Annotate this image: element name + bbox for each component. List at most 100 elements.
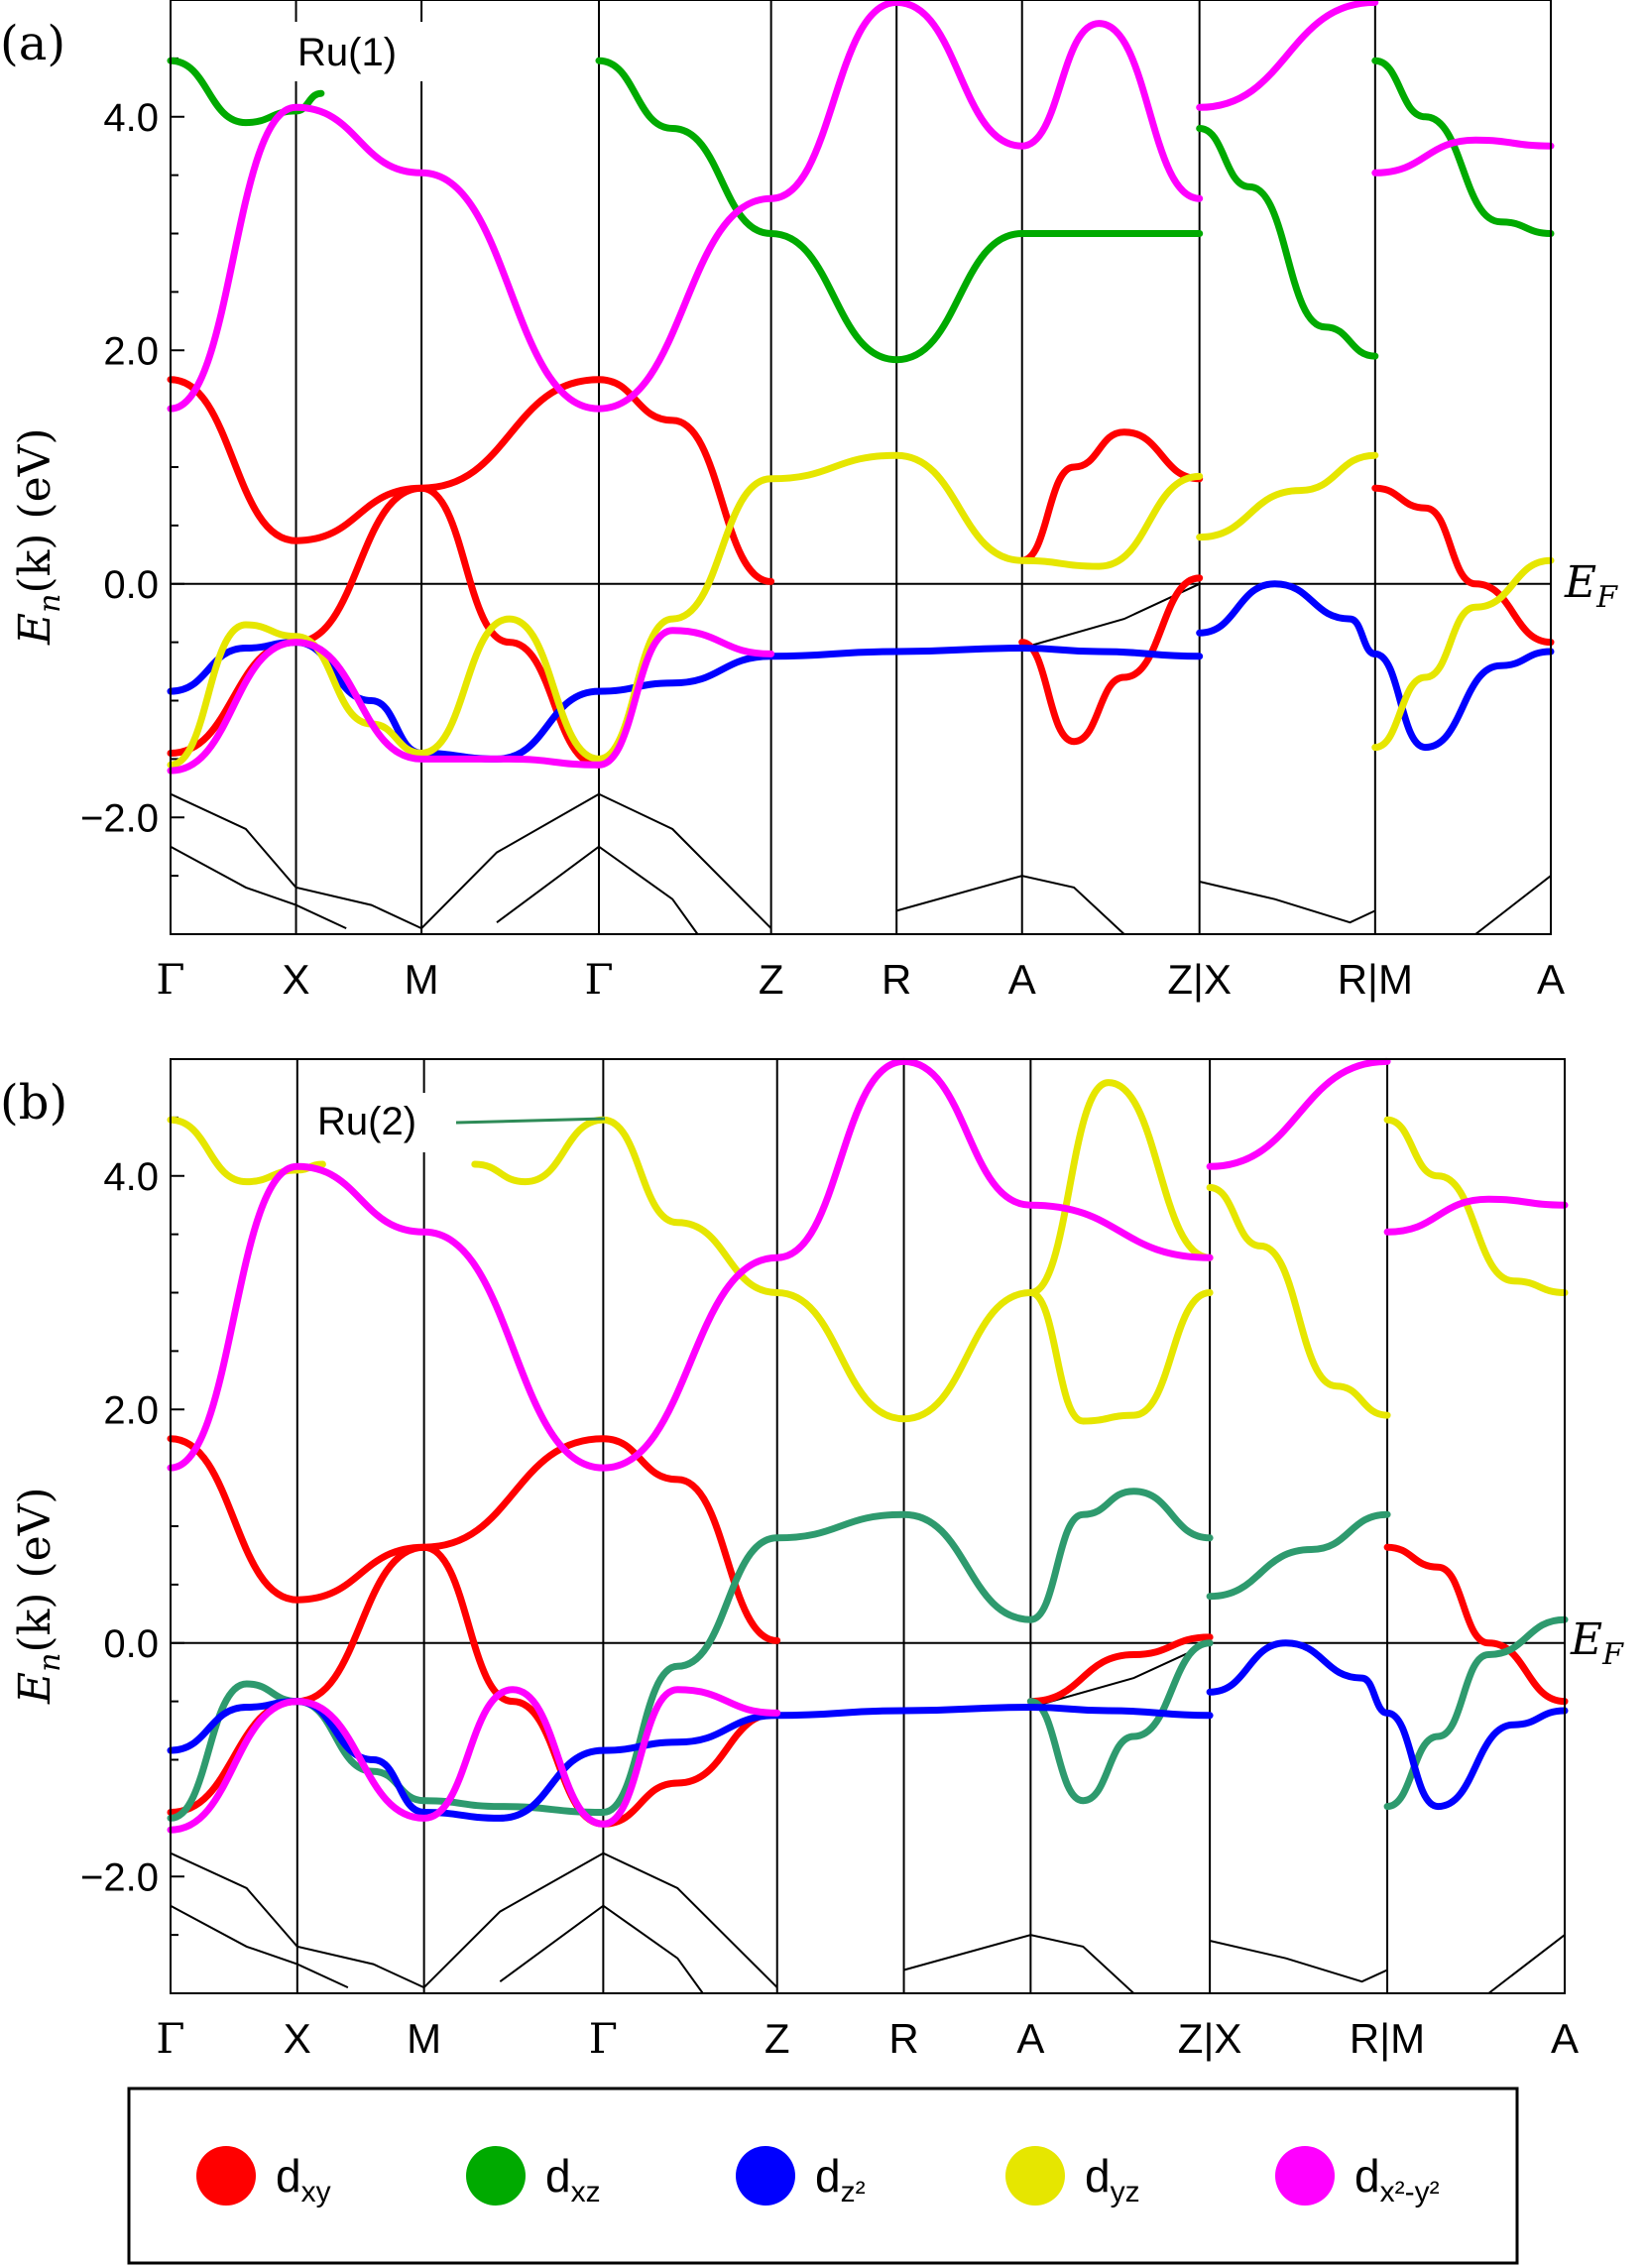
- band-dxz: [1383, 1615, 1569, 1811]
- ytick-label: −2.0: [80, 796, 159, 840]
- plot-area-b: −2.0 0.0 2.0 4.0 Γ X M Γ Z R A Z|X R|M A: [80, 1057, 1579, 2063]
- legend-swatch: [1005, 2146, 1065, 2206]
- xtick-label: A: [1537, 956, 1565, 1003]
- ytick-label: 4.0: [103, 1155, 159, 1199]
- atom-label-a: Ru(1): [290, 22, 430, 81]
- xtick-label: R: [888, 2015, 918, 2062]
- band-dx2-y2: [1371, 136, 1555, 177]
- panel-b-label: (b): [0, 1075, 67, 1131]
- fermi-label-a: EF: [1564, 557, 1618, 615]
- legend-swatch: [1275, 2146, 1335, 2206]
- band-dxy: [1018, 428, 1204, 564]
- band-dxy: [1383, 1543, 1569, 1706]
- band-background: [422, 1851, 778, 1988]
- legend-label: dxy: [276, 2150, 331, 2208]
- legend-label: dz²: [815, 2150, 866, 2208]
- band-background: [1030, 1641, 1211, 1709]
- plot-frame-b: [170, 1058, 1566, 1994]
- atom-label-b: Ru(2): [309, 1093, 606, 1152]
- band-dx2-y2: [1196, 0, 1379, 111]
- band-dxz: [1026, 1639, 1214, 1805]
- xtick-label: X: [284, 2015, 311, 2062]
- band-dz2: [167, 1698, 1214, 1822]
- xtick-label: Z: [765, 2015, 790, 2062]
- band-dz2: [1196, 580, 1555, 752]
- band-dx2-y2: [167, 1686, 781, 1834]
- xtick-label: A: [1008, 956, 1036, 1003]
- panel-a-label: (a): [0, 16, 65, 71]
- atom-label-b-pointer: [455, 1117, 606, 1125]
- band-dx2-y2: [167, 0, 1204, 413]
- xtick-label: Z|X: [1167, 956, 1232, 1003]
- band-dx2-y2: [1383, 1195, 1569, 1236]
- legend-swatch: [196, 2146, 256, 2206]
- legend-swatch: [466, 2146, 526, 2206]
- band-dxz: [595, 57, 1026, 364]
- ytick-label: 4.0: [103, 96, 159, 140]
- band-dx2-y2: [167, 627, 775, 775]
- plot-frame-a: [170, 0, 1552, 935]
- band-dyz: [167, 615, 603, 769]
- atom-label-b-bg: [309, 1093, 456, 1152]
- ytick-label: 0.0: [103, 1622, 159, 1666]
- band-dxy: [1018, 574, 1204, 746]
- fermi-label-b: EF: [1570, 1614, 1624, 1672]
- band-dz2: [1206, 1639, 1569, 1811]
- band-dyz: [1371, 556, 1555, 752]
- band-background: [903, 1934, 1135, 1994]
- band-dxy: [167, 376, 775, 585]
- band-dyz: [471, 1116, 1214, 1425]
- legend-label: dxz: [545, 2150, 601, 2208]
- band-dyz: [1026, 1079, 1214, 1296]
- band-dxy: [1026, 1633, 1214, 1706]
- panel-a: (a) −2.0 0.0 2.0 4.0 Γ X M Γ Z R A Z|X R|M A Ru(1) EF…: [0, 0, 1618, 1004]
- xtick-label: R|M: [1350, 2015, 1425, 2062]
- plot-area-a: −2.0 0.0 2.0 4.0 Γ X M Γ Z R A Z|X R|M A: [80, 0, 1565, 1004]
- band-background: [170, 1904, 349, 1989]
- panel-b: (b) −2.0 0.0 2.0 4.0 Γ X M Γ Z R A Z|X R|M A Ru(2) EF…: [0, 1057, 1624, 2063]
- band-dxz: [1206, 1510, 1391, 1601]
- band-dyz: [167, 1116, 326, 1186]
- xtick-label: A: [1016, 2015, 1044, 2062]
- xtick-label: A: [1551, 2015, 1579, 2062]
- ylabel-a: En(k) (eV): [10, 427, 67, 646]
- band-dx2-y2: [167, 1057, 1214, 1472]
- band-dyz: [1383, 1116, 1569, 1296]
- xtick-label: Γ: [156, 955, 184, 1004]
- band-dyz: [1206, 1184, 1391, 1419]
- band-background: [1374, 875, 1552, 935]
- xtick-label: Z|X: [1178, 2015, 1242, 2062]
- band-background: [1209, 1940, 1388, 1983]
- band-dxz: [167, 57, 325, 127]
- atom-label-a-bg: [290, 22, 430, 81]
- atom-label-a-text: Ru(1): [297, 31, 397, 74]
- legend-label: dx²-y²: [1354, 2150, 1440, 2208]
- xtick-label: Γ: [584, 955, 613, 1004]
- band-background: [170, 1851, 425, 1989]
- band-background: [1199, 881, 1376, 924]
- band-dyz: [595, 451, 1204, 763]
- band-background: [1387, 1934, 1566, 1994]
- xtick-label: Z: [759, 956, 784, 1003]
- ytick-label: −2.0: [80, 1855, 159, 1899]
- xtick-label: X: [283, 956, 310, 1003]
- band-background: [170, 845, 347, 930]
- band-background: [499, 1904, 704, 1994]
- band-background: [1021, 582, 1201, 650]
- legend-swatch: [736, 2146, 795, 2206]
- band-background: [895, 875, 1125, 935]
- legend-label: dyz: [1085, 2150, 1140, 2208]
- xtick-label: M: [407, 2015, 441, 2062]
- ytick-label: 2.0: [103, 1388, 159, 1432]
- band-dxy: [167, 1435, 781, 1644]
- band-background: [420, 792, 772, 929]
- ytick-label: 2.0: [103, 329, 159, 373]
- xtick-label: R|M: [1338, 956, 1413, 1003]
- band-dxz: [599, 1488, 1214, 1816]
- band-dx2-y2: [1206, 1057, 1391, 1170]
- band-background: [170, 792, 422, 930]
- band-dxz: [167, 1680, 607, 1822]
- xtick-label: Γ: [156, 2014, 184, 2063]
- legend: dxy dxz dz² dyz dx²-y²: [127, 2087, 1519, 2265]
